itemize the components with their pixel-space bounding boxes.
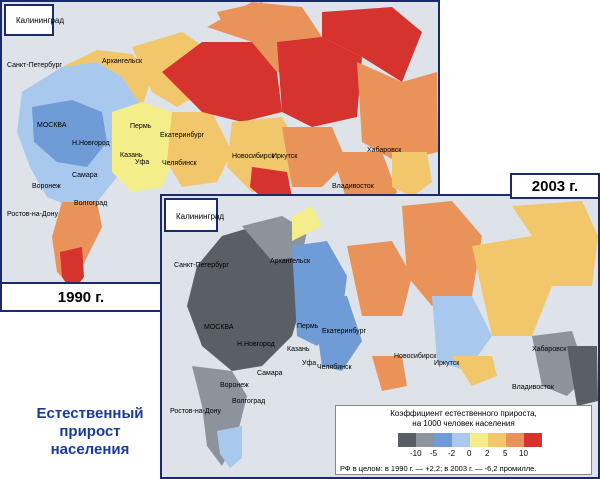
legend-title-line: Коэффициент естественного прироста, bbox=[390, 409, 537, 418]
city-label: Казань bbox=[287, 346, 310, 353]
city-label: Челябинск bbox=[162, 160, 197, 167]
region-volga bbox=[112, 102, 177, 192]
region-caucasus bbox=[217, 426, 242, 468]
city-label: Пермь bbox=[297, 323, 319, 330]
region-altai bbox=[372, 356, 407, 391]
city-label: Волгоград bbox=[74, 200, 108, 207]
city-label: Челябинск bbox=[317, 364, 352, 371]
year-label-2003: 2003 г. bbox=[510, 173, 600, 199]
inset-label: Калининград bbox=[176, 212, 225, 221]
region-nenets bbox=[292, 206, 322, 241]
inset-kaliningrad-1990: Калининград bbox=[4, 4, 64, 36]
legend-swatch bbox=[416, 433, 434, 447]
legend-swatch bbox=[398, 433, 416, 447]
city-label: Екатеринбург bbox=[322, 328, 367, 335]
region-primorye bbox=[392, 152, 432, 197]
legend-tick: 5 bbox=[503, 449, 508, 458]
inset-kaliningrad-2003: Калининград bbox=[164, 198, 224, 232]
city-label: Хабаровск bbox=[367, 147, 402, 154]
legend-tick: -10 bbox=[410, 449, 422, 458]
city-label: Новосибирск bbox=[232, 153, 275, 160]
region-moscow bbox=[32, 100, 107, 167]
legend-tick: 2 bbox=[485, 449, 490, 458]
city-label: МОСКВА bbox=[37, 122, 67, 129]
legend-note: РФ в целом: в 1990 г. — +2,2; в 2003 г. … bbox=[340, 464, 537, 473]
city-label: Уфа bbox=[302, 360, 317, 367]
region-ural bbox=[167, 112, 232, 187]
region-tuva bbox=[250, 167, 292, 202]
city-label: Пермь bbox=[130, 123, 152, 130]
city-label: Ростов-на-Дону bbox=[7, 211, 58, 218]
legend-title: Коэффициент естественного прироста, на 1… bbox=[336, 409, 591, 429]
city-label: Самара bbox=[72, 172, 98, 179]
map-1990: Калининград Санкт-Петербург Архангельск … bbox=[0, 0, 440, 300]
region-yakutia bbox=[512, 201, 598, 286]
city-label: Екатеринбург bbox=[160, 132, 205, 139]
legend-tick: 0 bbox=[467, 449, 472, 458]
city-label: Воронеж bbox=[220, 382, 249, 389]
city-label: Самара bbox=[257, 370, 283, 377]
region-north-west bbox=[62, 50, 152, 107]
map-caption: Естественный прирост населения bbox=[20, 405, 160, 459]
region-tuva bbox=[452, 356, 497, 386]
legend-title-line: на 1000 человек населения bbox=[412, 419, 515, 428]
city-label: Ростов-на-Дону bbox=[170, 408, 221, 415]
city-label: Санкт-Петербург bbox=[174, 262, 229, 269]
legend-tick: -5 bbox=[430, 449, 438, 458]
region-ural bbox=[312, 296, 362, 371]
region-west-siberia-north bbox=[162, 42, 282, 122]
caption-line: прирост bbox=[59, 423, 121, 440]
map-legend: Коэффициент естественного прироста, на 1… bbox=[335, 405, 592, 475]
caption-line: Естественный bbox=[36, 405, 144, 422]
legend-swatch bbox=[434, 433, 452, 447]
legend-swatch bbox=[506, 433, 524, 447]
city-label: Казань bbox=[120, 152, 143, 159]
legend-tick: -2 bbox=[448, 449, 456, 458]
region-krasnoyarsk bbox=[277, 37, 362, 127]
city-label: Хабаровск bbox=[532, 346, 567, 353]
city-label: Владивосток bbox=[512, 384, 554, 391]
city-label: Санкт-Петербург bbox=[7, 62, 62, 69]
inset-label: Калининград bbox=[16, 16, 65, 25]
region-yakutia-north bbox=[322, 7, 422, 82]
region-irkutsk bbox=[282, 127, 347, 187]
region-primorye bbox=[567, 346, 598, 406]
city-label: Уфа bbox=[135, 159, 150, 166]
region-irkutsk bbox=[472, 236, 552, 336]
city-label: МОСКВА bbox=[204, 324, 234, 331]
city-label: Архангельск bbox=[270, 258, 311, 265]
city-label: Воронеж bbox=[32, 183, 61, 190]
region-novosibirsk bbox=[432, 296, 492, 371]
legend-swatch bbox=[470, 433, 488, 447]
legend-swatch bbox=[524, 433, 542, 447]
city-label: Иркутск bbox=[272, 153, 298, 160]
city-label: Волгоград bbox=[232, 398, 266, 405]
region-caucasus bbox=[60, 247, 84, 292]
map-1990-regions bbox=[17, 2, 438, 292]
caption-line: населения bbox=[50, 441, 130, 458]
city-label: Новосибирск bbox=[394, 353, 437, 360]
region-north-west bbox=[242, 216, 307, 261]
city-label: Н.Новгород bbox=[72, 140, 110, 147]
city-label: Иркутск bbox=[434, 360, 460, 367]
year-label-1990: 1990 г. bbox=[0, 282, 162, 312]
legend-swatch bbox=[488, 433, 506, 447]
city-label: Владивосток bbox=[332, 183, 374, 190]
region-taimyr bbox=[217, 2, 282, 37]
city-label: Архангельск bbox=[102, 58, 143, 65]
legend-tick: 10 bbox=[519, 449, 528, 458]
region-krasnoyarsk bbox=[402, 201, 482, 306]
legend-swatch bbox=[452, 433, 470, 447]
city-label: Н.Новгород bbox=[237, 341, 275, 348]
map-2003-regions bbox=[187, 201, 598, 468]
region-far-east bbox=[357, 62, 438, 162]
region-tyumen bbox=[347, 241, 412, 316]
